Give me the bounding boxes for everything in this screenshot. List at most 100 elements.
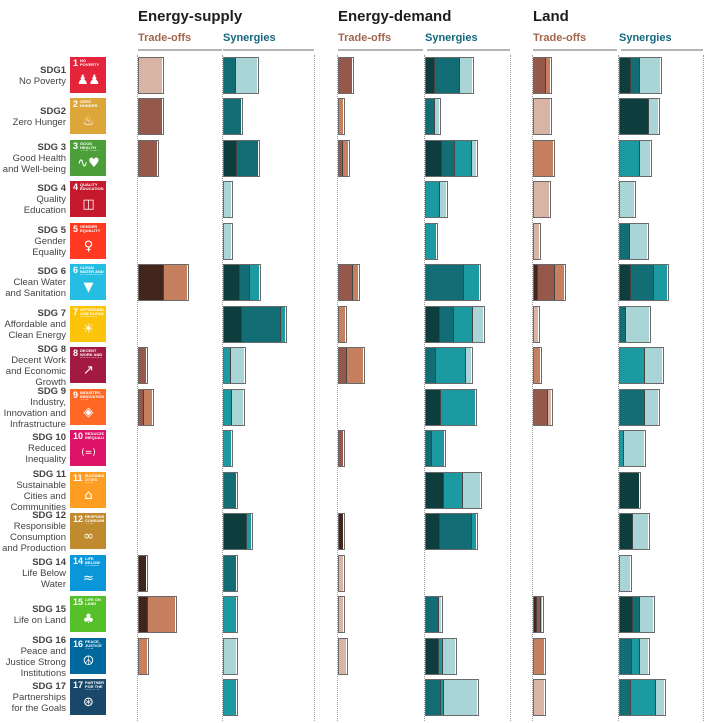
bar-segment bbox=[224, 639, 236, 674]
synergies-bar bbox=[425, 638, 457, 675]
synergies-bar bbox=[425, 181, 448, 218]
baseline-dotted-line bbox=[314, 55, 315, 721]
tradeoffs-bar bbox=[138, 596, 177, 633]
bar-segment bbox=[620, 514, 632, 549]
sdg-icon-title: Sustainable Cities and Communities bbox=[84, 474, 104, 483]
sdg-icon-number: 5 bbox=[73, 225, 79, 234]
synergies-bar bbox=[619, 140, 652, 177]
sdg-name: Quality Education bbox=[23, 194, 66, 216]
sdg-icon-header: 4 Quality Education bbox=[73, 183, 104, 193]
sdg-name: Partnerships for the Goals bbox=[11, 692, 66, 714]
bar-segment bbox=[239, 265, 249, 300]
sdg-code: SDG 16 bbox=[32, 634, 66, 646]
bar-segment bbox=[534, 224, 539, 259]
synergies-bar bbox=[223, 98, 243, 135]
sdg-icon-title: Affordable and Clean Energy bbox=[80, 308, 104, 317]
bar-segment bbox=[639, 141, 650, 176]
group-header-energy-demand: Energy-demand Trade-offs Synergies bbox=[338, 8, 514, 54]
group-title: Land bbox=[533, 8, 569, 25]
sdg-row-label: SDG 12 Responsible Consumption and Produc… bbox=[0, 509, 66, 554]
synergies-bar bbox=[425, 513, 478, 550]
tradeoffs-bar bbox=[338, 347, 365, 384]
sdg-icon-number: 7 bbox=[73, 308, 79, 317]
bar-segment bbox=[139, 639, 147, 674]
sdg-pictogram-icon: ☀ bbox=[82, 321, 95, 337]
sdg-row-label: SDG 10 Reduced Inequality bbox=[0, 428, 66, 469]
sdg-icon-title: Partnerships for the Goals bbox=[85, 681, 104, 690]
sdg-row-label: SDG 8 Decent Work and Economic Growth bbox=[0, 344, 66, 388]
bar-segment bbox=[630, 265, 653, 300]
sdg-code: SDG 4 bbox=[37, 183, 66, 194]
sdg-name: Reduced Inequality bbox=[25, 443, 66, 465]
bar-segment bbox=[630, 58, 639, 93]
sdg-name: Good Health and Well-being bbox=[2, 153, 66, 175]
sdg-code: SDG 14 bbox=[32, 557, 66, 568]
sdg-pictogram-icon: ♀ bbox=[83, 238, 94, 254]
sdg-name: Life on Land bbox=[13, 614, 66, 626]
bar-segment bbox=[534, 680, 544, 715]
sdg-row-label: SDG1 No Poverty bbox=[0, 55, 66, 96]
synergies-bar bbox=[619, 306, 651, 343]
tradeoffs-bar bbox=[338, 638, 348, 675]
bar-segment bbox=[540, 597, 542, 632]
tradeoffs-bar bbox=[533, 638, 546, 675]
sdg-name: Industry, Innovation and Infrastructure bbox=[3, 396, 66, 430]
tradeoffs-bar bbox=[533, 223, 541, 260]
synergies-bar bbox=[425, 596, 443, 633]
synergies-bar bbox=[619, 679, 666, 716]
bar-segment bbox=[224, 224, 231, 259]
bar-segment bbox=[620, 58, 630, 93]
tradeoffs-bar bbox=[138, 140, 159, 177]
bar-segment bbox=[426, 224, 436, 259]
bar-segment bbox=[426, 473, 443, 508]
bar-segment bbox=[143, 390, 152, 425]
bar-segment bbox=[139, 58, 162, 93]
sdg-code: SDG 11 bbox=[32, 468, 66, 480]
sdg-row-label: SDG 15 Life on Land bbox=[0, 594, 66, 635]
sdg-row-label: SDG 4 Quality Education bbox=[0, 179, 66, 220]
tradeoffs-bar bbox=[138, 638, 149, 675]
synergies-bar bbox=[425, 306, 485, 343]
synergies-bar bbox=[223, 555, 238, 592]
bar-segment bbox=[224, 348, 230, 383]
synergies-bar bbox=[619, 596, 655, 633]
bar-segment bbox=[620, 224, 629, 259]
synergies-bar bbox=[425, 389, 477, 426]
bar-segment bbox=[426, 141, 441, 176]
bar-segment bbox=[534, 307, 538, 342]
tradeoffs-bar bbox=[338, 555, 345, 592]
tradeoffs-bar bbox=[138, 347, 148, 384]
bar-segment bbox=[224, 390, 231, 425]
bar-segment bbox=[230, 348, 244, 383]
bar-segment bbox=[537, 265, 554, 300]
bar-segment bbox=[224, 514, 246, 549]
tradeoffs-column-label: Trade-offs bbox=[138, 32, 192, 44]
sdg-code: SDG 6 bbox=[37, 266, 66, 277]
bar-segment bbox=[426, 514, 439, 549]
sdg-code: SDG 12 bbox=[32, 509, 66, 521]
tradeoffs-bar bbox=[533, 57, 552, 94]
bar-segment bbox=[534, 58, 545, 93]
bar-segment bbox=[620, 348, 644, 383]
synergies-bar bbox=[223, 638, 238, 675]
bar-segment bbox=[224, 265, 239, 300]
sdg-icon: 1 No Poverty ♟♟ bbox=[70, 57, 106, 93]
synergies-bar bbox=[619, 347, 664, 384]
sdg-icon-number: 4 bbox=[73, 183, 79, 192]
bar-segment bbox=[426, 431, 431, 466]
sdg-name: Clean Water and Sanitation bbox=[5, 277, 66, 299]
bar-segment bbox=[426, 597, 438, 632]
sdg-icon: 4 Quality Education ◫ bbox=[70, 181, 106, 217]
sdg-code: SDG 10 bbox=[32, 432, 66, 443]
synergies-bar bbox=[223, 347, 246, 384]
bar-segment bbox=[545, 58, 550, 93]
bar-segment bbox=[224, 473, 236, 508]
sdg-name: Decent Work and Economic Growth bbox=[5, 354, 66, 388]
sdg-icon-title: Industry, Innovation and Infrastructure bbox=[80, 391, 104, 400]
bar-segment bbox=[346, 348, 363, 383]
